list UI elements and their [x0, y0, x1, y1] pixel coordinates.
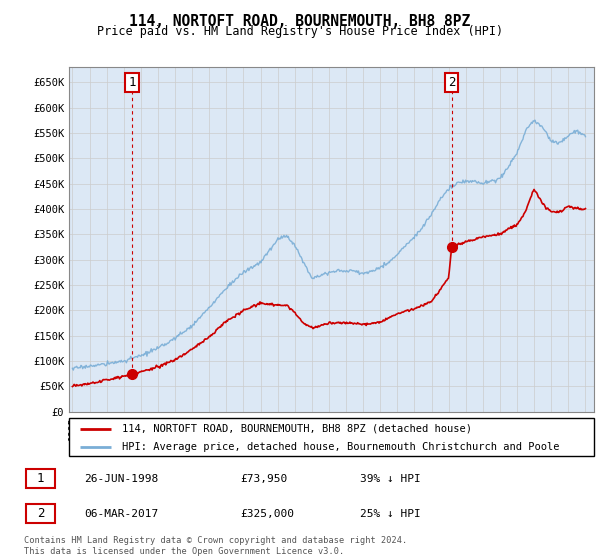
Text: Price paid vs. HM Land Registry's House Price Index (HPI): Price paid vs. HM Land Registry's House …: [97, 25, 503, 38]
Text: 114, NORTOFT ROAD, BOURNEMOUTH, BH8 8PZ: 114, NORTOFT ROAD, BOURNEMOUTH, BH8 8PZ: [130, 14, 470, 29]
Text: Contains HM Land Registry data © Crown copyright and database right 2024.
This d: Contains HM Land Registry data © Crown c…: [24, 536, 407, 556]
Text: 2: 2: [448, 76, 455, 89]
Text: 39% ↓ HPI: 39% ↓ HPI: [360, 474, 421, 484]
Text: £325,000: £325,000: [240, 509, 294, 519]
Text: 114, NORTOFT ROAD, BOURNEMOUTH, BH8 8PZ (detached house): 114, NORTOFT ROAD, BOURNEMOUTH, BH8 8PZ …: [121, 423, 472, 433]
Text: 25% ↓ HPI: 25% ↓ HPI: [360, 509, 421, 519]
Text: 2: 2: [37, 507, 44, 520]
Text: 06-MAR-2017: 06-MAR-2017: [84, 509, 158, 519]
Text: HPI: Average price, detached house, Bournemouth Christchurch and Poole: HPI: Average price, detached house, Bour…: [121, 442, 559, 452]
Text: 1: 1: [128, 76, 136, 89]
Text: 1: 1: [37, 472, 44, 486]
Text: 26-JUN-1998: 26-JUN-1998: [84, 474, 158, 484]
Text: £73,950: £73,950: [240, 474, 287, 484]
